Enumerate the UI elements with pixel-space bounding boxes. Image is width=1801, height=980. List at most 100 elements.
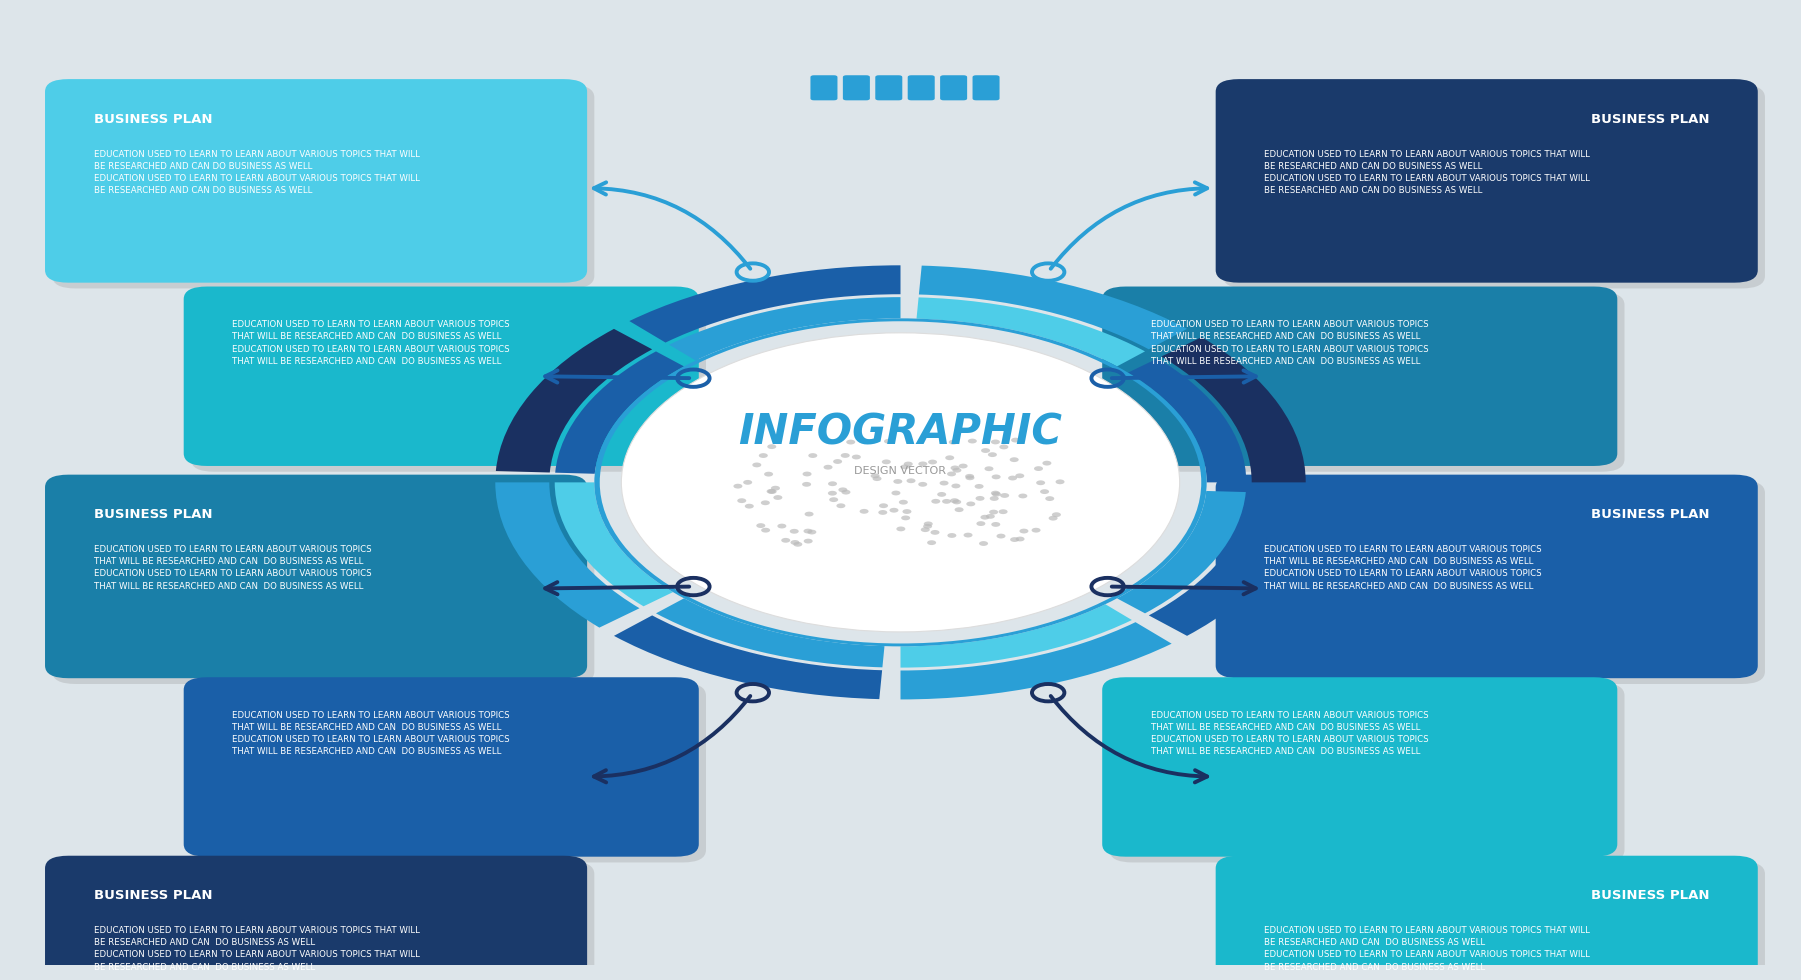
Circle shape [758,453,767,458]
Circle shape [949,498,958,503]
Circle shape [789,529,798,534]
Circle shape [879,504,888,509]
Circle shape [991,440,1000,444]
FancyBboxPatch shape [1223,861,1765,980]
Circle shape [893,479,902,484]
Circle shape [928,540,937,545]
Circle shape [919,482,928,487]
FancyBboxPatch shape [908,75,935,100]
Circle shape [778,523,787,528]
Text: BUSINESS PLAN: BUSINESS PLAN [1590,890,1709,903]
Circle shape [998,510,1007,514]
Circle shape [1009,475,1018,480]
Circle shape [767,489,776,494]
Circle shape [967,502,976,507]
Circle shape [955,508,964,513]
Circle shape [837,487,846,492]
Circle shape [996,534,1005,538]
Circle shape [965,474,974,478]
Circle shape [890,508,899,513]
FancyBboxPatch shape [191,683,706,862]
Circle shape [756,523,765,528]
Circle shape [902,510,911,514]
FancyBboxPatch shape [184,286,699,466]
Text: EDUCATION USED TO LEARN TO LEARN ABOUT VARIOUS TOPICS THAT WILL
BE RESEARCHED AN: EDUCATION USED TO LEARN TO LEARN ABOUT V… [1264,926,1590,971]
Text: EDUCATION USED TO LEARN TO LEARN ABOUT VARIOUS TOPICS
THAT WILL BE RESEARCHED AN: EDUCATION USED TO LEARN TO LEARN ABOUT V… [94,545,371,591]
Circle shape [953,467,962,472]
Circle shape [976,496,985,501]
Circle shape [836,504,845,509]
Circle shape [920,527,929,532]
Text: EDUCATION USED TO LEARN TO LEARN ABOUT VARIOUS TOPICS
THAT WILL BE RESEARCHED AN: EDUCATION USED TO LEARN TO LEARN ABOUT V… [1264,545,1542,591]
Circle shape [942,499,951,504]
Circle shape [1043,461,1052,465]
Circle shape [980,514,989,519]
Wedge shape [670,297,900,361]
Circle shape [989,510,998,514]
Circle shape [884,439,893,444]
Circle shape [771,486,780,491]
Circle shape [1000,445,1009,450]
Circle shape [828,497,837,502]
Circle shape [946,456,955,461]
Circle shape [949,440,958,445]
FancyBboxPatch shape [1102,677,1617,857]
Circle shape [1010,438,1019,443]
Circle shape [767,489,776,494]
Wedge shape [919,266,1187,349]
Circle shape [882,460,891,465]
Circle shape [733,484,742,489]
Circle shape [803,528,812,533]
Circle shape [852,455,861,460]
Circle shape [1032,528,1041,532]
Circle shape [760,501,769,506]
Circle shape [931,530,940,535]
Circle shape [991,491,1000,496]
Circle shape [872,476,881,481]
Wedge shape [917,297,1145,367]
Wedge shape [629,266,900,343]
FancyBboxPatch shape [973,75,1000,100]
Circle shape [891,491,900,496]
Circle shape [791,540,800,545]
Circle shape [1018,494,1027,499]
FancyBboxPatch shape [1216,79,1758,282]
Circle shape [940,480,949,485]
Text: BUSINESS PLAN: BUSINESS PLAN [94,113,213,125]
Circle shape [828,481,837,486]
Circle shape [1010,537,1019,542]
Wedge shape [1162,337,1306,482]
FancyBboxPatch shape [52,861,594,980]
Wedge shape [900,622,1172,700]
Circle shape [985,466,994,471]
Circle shape [924,524,933,529]
Text: BUSINESS PLAN: BUSINESS PLAN [94,890,213,903]
Circle shape [947,471,956,476]
Circle shape [807,529,816,534]
Wedge shape [1149,492,1306,636]
Circle shape [805,512,814,516]
Text: INFOGRAPHIC: INFOGRAPHIC [738,412,1063,453]
Circle shape [841,490,850,495]
FancyBboxPatch shape [52,85,594,288]
FancyBboxPatch shape [45,856,587,980]
Circle shape [792,542,801,547]
Circle shape [879,510,888,514]
Circle shape [1019,528,1028,533]
Circle shape [924,521,933,526]
FancyBboxPatch shape [1223,480,1765,684]
Circle shape [985,514,994,518]
Text: EDUCATION USED TO LEARN TO LEARN ABOUT VARIOUS TOPICS THAT WILL
BE RESEARCHED AN: EDUCATION USED TO LEARN TO LEARN ABOUT V… [94,926,420,971]
Circle shape [1036,480,1045,485]
Circle shape [801,482,810,487]
Circle shape [980,541,989,546]
Circle shape [947,533,956,538]
Circle shape [965,475,974,480]
Circle shape [809,453,818,458]
Circle shape [1048,515,1057,520]
Wedge shape [1117,491,1246,613]
Circle shape [904,462,913,466]
FancyBboxPatch shape [45,79,587,282]
Circle shape [974,484,983,489]
Wedge shape [495,329,652,472]
